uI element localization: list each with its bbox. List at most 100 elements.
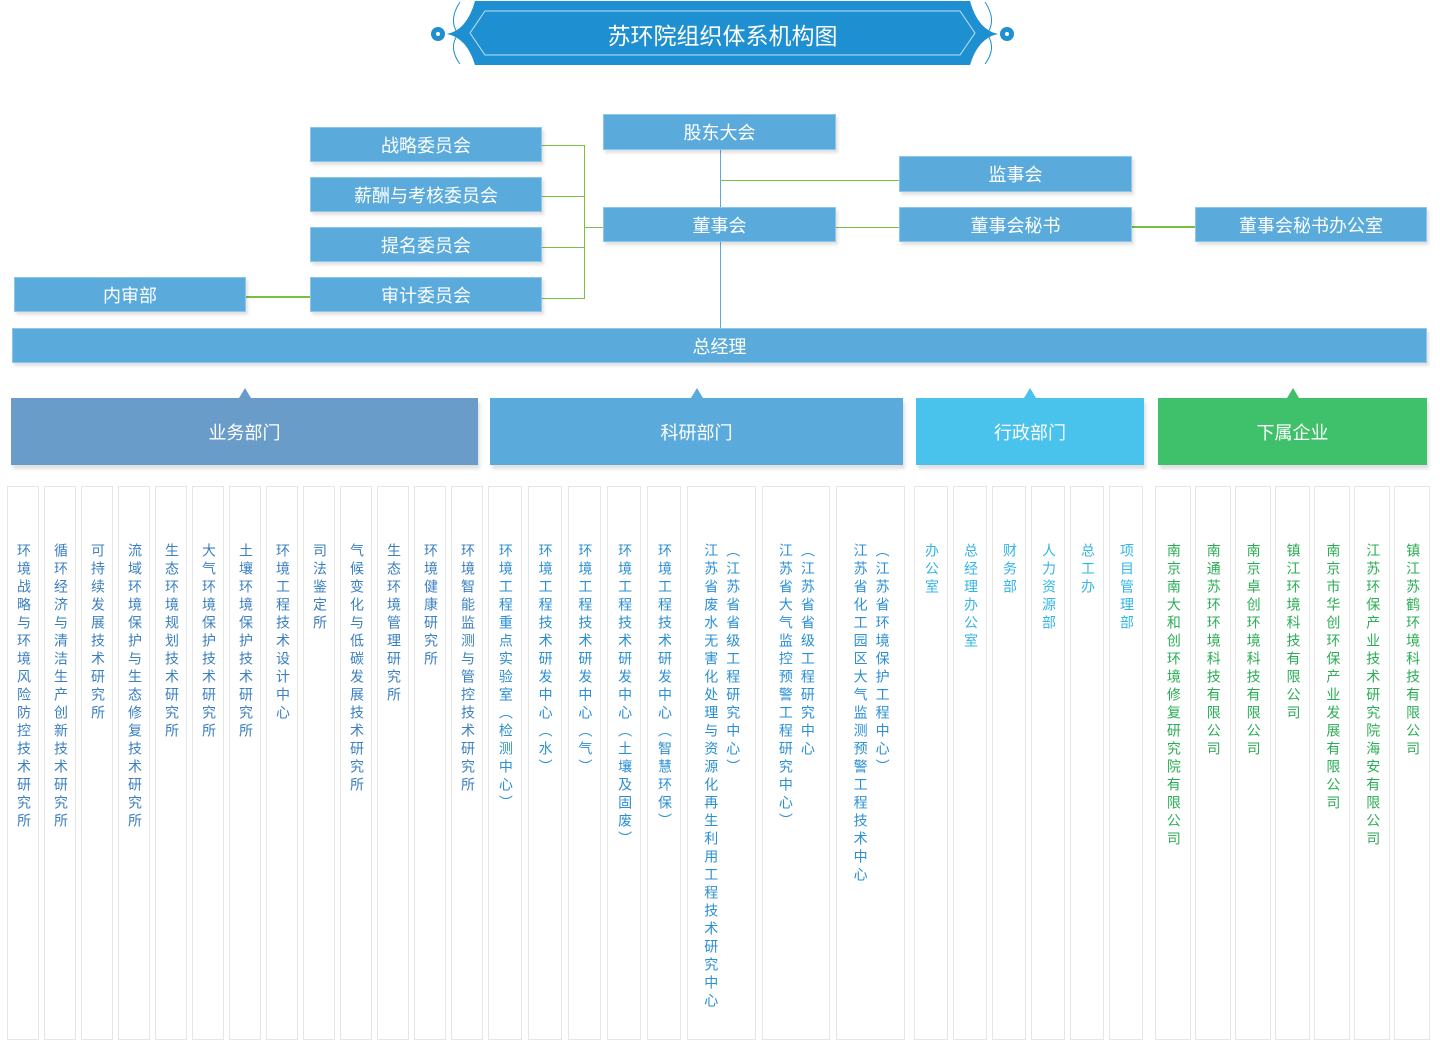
general-manager-label: 总经理: [692, 336, 747, 358]
page-title: 苏环院组织体系机构图: [607, 24, 838, 50]
dept-label: 下属企业: [1256, 422, 1329, 444]
pointer-icon: [690, 388, 703, 398]
board-label: 董事会: [692, 215, 747, 237]
dept-label: 行政部门: [994, 422, 1066, 444]
unit-column[interactable]: 南京卓创环境科技有限公司: [1234, 486, 1271, 1040]
admin-units: 办公室 总经理办公室 财务部 人力资源部 总工办 项目管理部: [914, 486, 1143, 1040]
unit-column[interactable]: 流域环境保护与生态修复技术研究所: [118, 486, 150, 1040]
committee-compensation[interactable]: 薪酬与考核委员会: [310, 177, 542, 212]
committee-strategy[interactable]: 战略委员会: [310, 127, 542, 162]
unit-column[interactable]: 循环经济与清洁生产创新技术研究所: [44, 486, 76, 1040]
unit-name: 环境工程重点实验室（检测中心）: [496, 543, 513, 813]
unit-name: 环境战略与环境风险防控技术研究所: [15, 543, 31, 831]
connector: [542, 247, 585, 248]
board-box[interactable]: 董事会: [603, 207, 836, 242]
unit-column[interactable]: 生态环境管理研究所: [377, 486, 409, 1040]
unit-column[interactable]: 环境工程技术研发中心（智慧环保）: [647, 486, 681, 1040]
dept-research[interactable]: 科研部门: [490, 388, 903, 465]
connector: [836, 227, 899, 228]
unit-name: 江苏环保产业技术研究院海安有限公司: [1364, 543, 1381, 849]
unit-column[interactable]: 办公室: [914, 486, 948, 1040]
unit-column[interactable]: 环境工程技术研发中心（气）: [567, 486, 602, 1040]
shareholders-box[interactable]: 股东大会: [603, 114, 836, 150]
unit-column[interactable]: （江苏省省级工程研究中心） 江苏省废水无害化处理与资源化再生利用工程技术研究中心: [686, 486, 756, 1040]
dept-admin[interactable]: 行政部门: [916, 388, 1144, 465]
unit-name: 环境健康研究所: [422, 543, 438, 669]
unit-column[interactable]: 江苏环保产业技术研究院海安有限公司: [1354, 486, 1391, 1040]
unit-name: 生态环境规划技术研究所: [163, 543, 179, 741]
connector: [542, 298, 585, 299]
committee-audit[interactable]: 审计委员会: [310, 277, 542, 312]
pointer-icon: [238, 388, 251, 398]
dept-label: 科研部门: [660, 422, 733, 444]
unit-column[interactable]: 人力资源部: [1031, 486, 1065, 1040]
unit-name: 南京卓创环境科技有限公司: [1244, 543, 1261, 759]
unit-name: 环境工程技术研发中心（气）: [576, 543, 593, 777]
unit-column[interactable]: 总经理办公室: [953, 486, 987, 1040]
unit-column[interactable]: 环境健康研究所: [414, 486, 446, 1040]
unit-column[interactable]: 镇江苏鹤环境科技有限公司: [1394, 486, 1431, 1040]
unit-subtitle: （江苏省省级工程研究中心: [798, 543, 815, 759]
unit-column[interactable]: 项目管理部: [1109, 486, 1143, 1040]
unit-name: 江苏省化工园区大气监测预警工程技术中心: [851, 543, 868, 885]
internal-audit-box[interactable]: 内审部: [14, 277, 246, 312]
board-secretary-label: 董事会秘书: [970, 215, 1061, 237]
board-secretary-box[interactable]: 董事会秘书: [899, 207, 1132, 242]
supervisors-box[interactable]: 监事会: [899, 156, 1132, 192]
unit-column[interactable]: 环境工程重点实验室（检测中心）: [488, 486, 522, 1040]
unit-column[interactable]: 环境战略与环境风险防控技术研究所: [7, 486, 39, 1040]
dept-subsidiary[interactable]: 下属企业: [1158, 388, 1427, 465]
general-manager-box[interactable]: 总经理: [12, 328, 1427, 363]
unit-column[interactable]: 环境工程技术设计中心: [266, 486, 298, 1040]
committee-label: 审计委员会: [381, 285, 471, 307]
pointer-icon: [1286, 388, 1299, 398]
connector: [542, 145, 585, 146]
unit-name: 环境工程技术设计中心: [274, 543, 290, 723]
unit-column[interactable]: 生态环境规划技术研究所: [155, 486, 187, 1040]
unit-column[interactable]: 镇江环境科技有限公司: [1274, 486, 1311, 1040]
unit-subtitle: （江苏省环境保护工程中心）: [873, 543, 890, 777]
unit-name: 财务部: [1001, 543, 1017, 597]
unit-name: 总经理办公室: [962, 543, 978, 651]
committee-nomination[interactable]: 提名委员会: [310, 227, 542, 262]
unit-column[interactable]: （江苏省环境保护工程中心） 江苏省化工园区大气监测预警工程技术中心: [836, 486, 905, 1040]
unit-name: 流域环境保护与生态修复技术研究所: [126, 543, 142, 831]
board-secretary-office-label: 董事会秘书办公室: [1239, 215, 1383, 237]
committee-label: 薪酬与考核委员会: [354, 185, 498, 207]
board-secretary-office-box[interactable]: 董事会秘书办公室: [1195, 207, 1427, 242]
connector: [542, 196, 585, 197]
unit-name: 南京市华创环保产业发展有限公司: [1324, 543, 1341, 813]
unit-column[interactable]: 环境智能监测与管控技术研究所: [451, 486, 483, 1040]
unit-subtitle: （江苏省省级工程研究中心）: [724, 543, 741, 777]
unit-name: 总工办: [1079, 543, 1095, 597]
unit-name: 南京南大和创环境修复研究院有限公司: [1164, 543, 1181, 849]
dept-business[interactable]: 业务部门: [11, 388, 478, 465]
business-units: 环境战略与环境风险防控技术研究所 循环经济与清洁生产创新技术研究所 可持续发展技术研…: [7, 486, 483, 1040]
unit-column[interactable]: 财务部: [992, 486, 1026, 1040]
unit-name: 生态环境管理研究所: [385, 543, 401, 705]
unit-column[interactable]: （江苏省省级工程研究中心 江苏省大气监控预警工程研究中心）: [761, 486, 831, 1040]
unit-column[interactable]: 环境工程技术研发中心（土壤及固废）: [607, 486, 642, 1040]
shareholders-label: 股东大会: [683, 123, 756, 144]
unit-column[interactable]: 司法鉴定所: [303, 486, 335, 1040]
unit-column[interactable]: 南京市华创环保产业发展有限公司: [1314, 486, 1351, 1040]
unit-column[interactable]: 总工办: [1070, 486, 1104, 1040]
unit-column[interactable]: 气候变化与低碳发展技术研究所: [340, 486, 372, 1040]
connector: [584, 145, 585, 299]
connector: [1132, 226, 1195, 228]
unit-column[interactable]: 大气环境保护技术研究所: [192, 486, 224, 1040]
unit-column[interactable]: 土壤环境保护技术研究所: [229, 486, 261, 1040]
unit-name: 循环经济与清洁生产创新技术研究所: [52, 543, 68, 831]
unit-name: 江苏省大气监控预警工程研究中心）: [776, 543, 793, 831]
internal-audit-label: 内审部: [103, 285, 157, 307]
connector: [720, 242, 721, 328]
connector: [584, 227, 603, 228]
unit-column[interactable]: 环境工程技术研发中心（水）: [527, 486, 562, 1040]
unit-name: 项目管理部: [1118, 543, 1134, 633]
unit-column[interactable]: 南京南大和创环境修复研究院有限公司: [1155, 486, 1191, 1040]
subsidiary-units: 南京南大和创环境修复研究院有限公司 南通苏环环境科技有限公司 南京卓创环境科技有限公…: [1155, 486, 1431, 1040]
unit-column[interactable]: 南通苏环环境科技有限公司: [1194, 486, 1231, 1040]
unit-name: 镇江环境科技有限公司: [1284, 543, 1301, 723]
unit-name: 办公室: [923, 543, 939, 597]
unit-column[interactable]: 可持续发展技术研究所: [81, 486, 113, 1040]
